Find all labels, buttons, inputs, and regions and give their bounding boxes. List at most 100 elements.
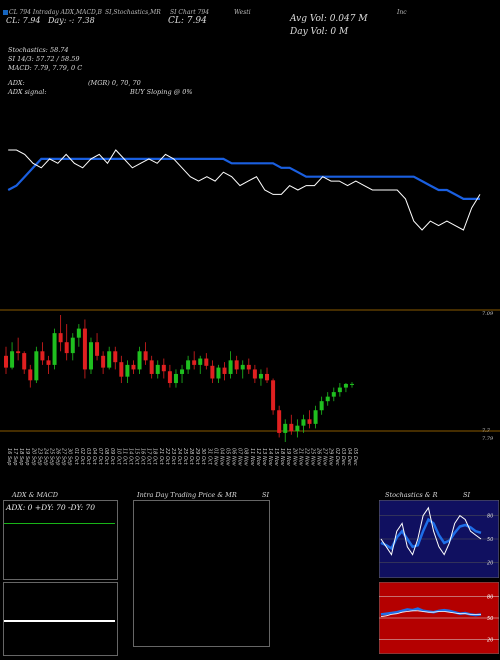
date-label: 18 Sep	[18, 448, 24, 465]
stochastics-si-label: SI	[463, 491, 471, 499]
date-label: 07 Nov	[237, 448, 243, 467]
chart-title-right-b: Westi	[234, 9, 251, 16]
candle-body	[234, 360, 239, 370]
date-label: 02 Oct	[79, 448, 85, 466]
price-chart: 16 Sep 17 Sep 18 Sep 19 Sep 20 Sep 23 Sep 24 S…	[0, 149, 500, 467]
candle-body	[113, 351, 118, 363]
date-label: 04 Dec	[346, 448, 352, 466]
day-volume: Day Vol: 0 M	[290, 27, 349, 37]
candle-body	[28, 369, 33, 381]
date-label: 24 Sep	[42, 448, 48, 465]
date-label: 23 Oct	[170, 448, 176, 466]
stochastics-k-line	[380, 506, 482, 556]
date-label: 25 Nov	[310, 448, 316, 467]
candle-body	[64, 342, 69, 354]
date-label: 08 Oct	[103, 448, 109, 466]
candle-body	[313, 410, 318, 424]
date-label: 15 Oct	[133, 448, 139, 466]
candle-body	[307, 419, 312, 424]
candle-body	[137, 351, 142, 370]
candle-body	[4, 355, 8, 368]
adx-signal-readout: ADX signal:	[8, 88, 47, 96]
price-label-top: 7.09	[482, 311, 494, 317]
buy-signal-readout: BUY Sloping @ 0%	[130, 88, 193, 96]
chart-title-right-a: SI Chart 794	[170, 9, 210, 16]
intraday-si-label: SI	[262, 491, 270, 499]
macd-panel	[3, 582, 118, 656]
candle-body	[265, 373, 270, 381]
date-label: 19 Nov	[285, 448, 291, 467]
candle-body	[131, 364, 136, 370]
candle-body	[143, 351, 148, 361]
date-label: 18 Nov	[279, 448, 285, 467]
candle-body	[228, 360, 233, 374]
candle-body	[173, 373, 178, 384]
date-label: 22 Oct	[164, 448, 170, 466]
date-label: 18 Oct	[152, 448, 158, 466]
rsi-scale-label: 50	[487, 616, 493, 622]
date-label: 17 Sep	[12, 448, 18, 465]
candle-body	[295, 425, 300, 432]
candle-body	[337, 387, 342, 393]
date-label: 27 Sep	[61, 448, 67, 465]
candle-body	[192, 360, 197, 365]
date-label: 04 Oct	[91, 448, 97, 466]
candle-body	[76, 328, 81, 338]
candle-body	[350, 383, 354, 385]
candle-body	[252, 369, 257, 379]
date-label: 10 Oct	[115, 448, 121, 466]
mgr-readout: (MGR) 0, 70, 70	[88, 79, 141, 87]
candle-body	[52, 333, 57, 365]
date-label: 30 Sep	[67, 448, 73, 465]
candle-body	[107, 351, 112, 368]
date-label: 11 Nov	[249, 448, 255, 467]
date-label: 21 Oct	[158, 448, 164, 466]
legend-swatch	[3, 10, 8, 15]
date-label: 21 Nov	[297, 448, 303, 467]
date-label: 03 Oct	[85, 448, 91, 466]
date-label: 24 Oct	[176, 448, 182, 466]
date-label: 26 Nov	[316, 448, 322, 467]
date-label: 26 Sep	[55, 448, 61, 465]
date-label: 05 Dec	[352, 448, 358, 466]
price-line	[8, 149, 481, 231]
date-label: 17 Oct	[146, 448, 152, 466]
date-label: 06 Nov	[231, 448, 237, 467]
date-label: 25 Oct	[182, 448, 188, 466]
rsi-scale-label: 20	[487, 638, 493, 644]
candle-body	[283, 423, 288, 433]
candle-body	[22, 353, 27, 370]
date-label: 20 Nov	[291, 448, 297, 467]
date-label: 07 Oct	[97, 448, 103, 466]
candle-body	[58, 333, 63, 343]
adx-values: ADX: 0 +DY: 70 -DY: 70	[6, 503, 96, 512]
day-change: Day: -: 7.38	[48, 16, 95, 25]
candle-body	[204, 358, 209, 366]
date-label: 11 Oct	[121, 448, 127, 466]
candle-body	[46, 360, 51, 365]
candle-body	[301, 419, 306, 426]
candle-body	[149, 360, 154, 374]
candle-body	[325, 396, 330, 402]
adx-panel	[3, 500, 118, 580]
candle-body	[155, 364, 160, 374]
candle-body	[16, 351, 21, 354]
chart-title-right-c: Inc	[397, 9, 407, 16]
close-value: CL: 7.94	[168, 16, 207, 26]
date-label: 30 Oct	[200, 448, 206, 466]
candle-body	[198, 358, 203, 365]
candle-body	[240, 364, 245, 370]
date-label: 16 Sep	[6, 448, 12, 465]
date-label: 16 Oct	[140, 448, 146, 466]
adx-macd-title: ADX & MACD	[12, 491, 58, 499]
date-label: 02 Dec	[334, 448, 340, 466]
date-label: 27 Nov	[322, 448, 328, 467]
date-label: 13 Nov	[261, 448, 267, 467]
rsi-scale-label: 80	[487, 594, 493, 600]
intraday-title: Intra Day Trading Price & MR	[137, 491, 237, 499]
candle-body	[95, 342, 100, 356]
candle-body	[40, 351, 45, 361]
candle-body	[186, 360, 191, 370]
date-label: 15 Nov	[273, 448, 279, 467]
candle-body	[34, 351, 39, 381]
